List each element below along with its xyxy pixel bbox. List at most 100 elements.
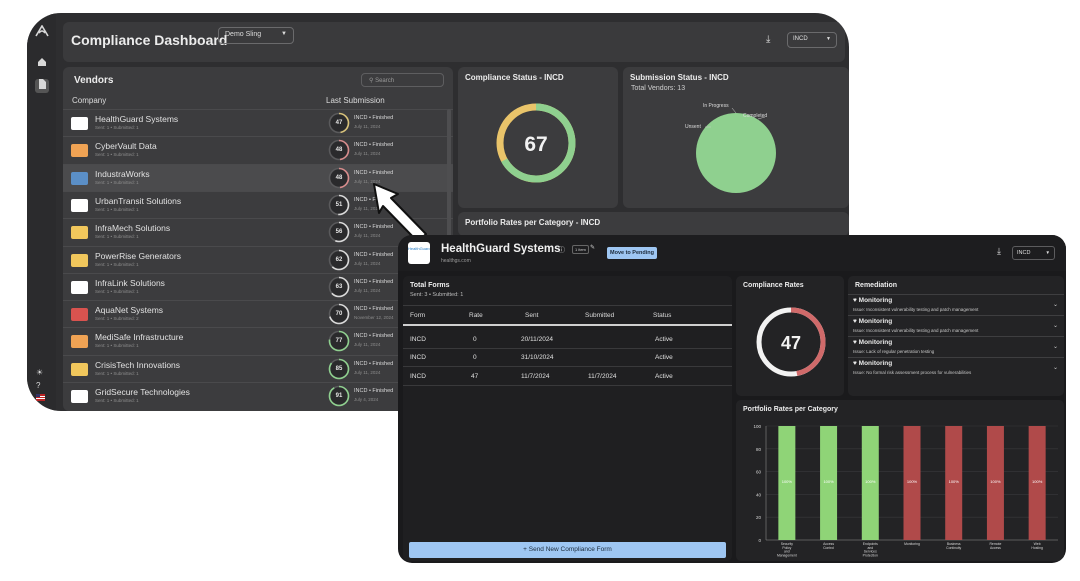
vendor-search-input[interactable]: ⚲ Search <box>361 73 444 87</box>
column-header-submitted: Submitted <box>585 312 615 319</box>
vendor-url[interactable]: healthgs.com <box>441 258 471 264</box>
vendor-row[interactable]: AquaNet Systems Sent: 1 • Submitted: 2 70 I… <box>63 300 453 327</box>
vendor-logo <box>71 308 88 322</box>
vendor-logo <box>71 253 88 267</box>
x-tick-label: Monitoring <box>904 542 920 546</box>
organization-select[interactable]: Demo Sling ▼ <box>218 27 294 44</box>
vendor-row[interactable]: InfraMech Solutions Sent: 1 • Submitted: … <box>63 218 453 245</box>
remediation-item-issue: Issue: Inconsistent vulnerability testin… <box>853 328 979 333</box>
bar-data-label: 100% <box>907 479 918 484</box>
vendor-submission-counts: Sent: 1 • Submitted: 1 <box>95 288 139 294</box>
vendor-row[interactable]: CrisisTech Innovations Sent: 1 • Submitte… <box>63 354 453 382</box>
chevron-down-icon: ▼ <box>826 36 831 42</box>
app-logo-icon[interactable] <box>35 24 49 40</box>
cell-status: Active <box>655 336 673 343</box>
vendor-name: PowerRise Generators <box>95 250 181 261</box>
remediation-item-issue: Issue: Inconsistent vulnerability testin… <box>853 307 979 312</box>
search-placeholder: Search <box>375 78 395 84</box>
dashboard-header: Compliance Dashboard Demo Sling ▼ ⤓ INCD… <box>63 22 845 62</box>
theme-icon[interactable]: ☀ <box>36 368 44 377</box>
form-select-value: INCD <box>793 36 808 42</box>
table-row[interactable]: INCD 47 11/7/2024 11/7/2024 Active <box>403 368 732 386</box>
remediation-item-issue: Issue: No formal risk assessment process… <box>853 370 972 375</box>
vendor-form-status: INCD • Finished <box>354 224 394 231</box>
vendor-score-ring: 70 <box>328 303 350 325</box>
vendor-row[interactable]: HealthGuard Systems Sent: 1 • Submitted: … <box>63 109 453 136</box>
vendor-score: 48 <box>335 147 343 154</box>
vendor-score: 51 <box>335 201 343 208</box>
column-header-form: Form <box>410 312 426 319</box>
vendor-name: MediSafe Infrastructure <box>95 332 184 343</box>
edit-icon[interactable]: ✎ <box>590 245 596 251</box>
remediation-item-title: ♥ Monitoring <box>853 360 893 367</box>
compliance-status-panel: Compliance Status - INCD 67 <box>458 67 618 208</box>
move-to-pending-button[interactable]: Move to Pending <box>607 247 657 259</box>
language-flag-icon[interactable] <box>36 394 45 403</box>
vendor-submission-counts: Sent: 1 • Submitted: 2 <box>95 316 139 322</box>
vendor-row[interactable]: PowerRise Generators Sent: 1 • Submitted:… <box>63 245 453 273</box>
table-row[interactable]: INCD 0 20/11/2024 Active <box>403 331 732 349</box>
vendor-score-ring: 56 <box>328 221 350 243</box>
vendor-row[interactable]: MediSafe Infrastructure Sent: 1 • Submitt… <box>63 327 453 354</box>
pie-leader-line <box>757 116 766 120</box>
vendor-row[interactable]: InfraLink Solutions Sent: 1 • Submitted: … <box>63 272 453 300</box>
vendor-score: 62 <box>335 256 343 263</box>
download-icon[interactable]: ⤓ <box>997 246 1001 256</box>
remediation-item[interactable]: ♥ Monitoring Issue: Inconsistent vulnera… <box>848 315 1064 336</box>
form-select[interactable]: INCD ▼ <box>787 32 837 48</box>
cell-sent: 20/11/2024 <box>521 336 554 343</box>
bar-data-label: 100% <box>949 479 960 484</box>
vendor-submission-date: July 11, 2024 <box>354 342 381 348</box>
vendor-score: 47 <box>335 120 343 126</box>
chevron-down-icon[interactable]: ⌄ <box>1052 365 1058 371</box>
vendor-name: UrbanTransit Solutions <box>95 195 182 206</box>
chevron-down-icon[interactable]: ⌄ <box>1052 302 1058 308</box>
vendor-row[interactable]: UrbanTransit Solutions Sent: 1 • Submitte… <box>63 190 453 218</box>
vendor-logo <box>71 390 88 403</box>
vendor-row[interactable]: GridSecure Technologies Sent: 1 • Submitt… <box>63 382 453 409</box>
remediation-item[interactable]: ♥ Monitoring Issue: No formal risk asses… <box>848 357 1064 378</box>
home-icon[interactable] <box>35 57 49 70</box>
download-icon[interactable]: ⤓ <box>766 34 771 45</box>
chart-bar <box>778 426 796 540</box>
remediation-item[interactable]: ♥ Monitoring Issue: Inconsistent vulnera… <box>848 294 1064 315</box>
portfolio-rates-panel: Portfolio Rates per Category 0 20 40 60 80 10… <box>736 400 1064 561</box>
table-row[interactable]: INCD 0 31/10/2024 Active <box>403 349 732 367</box>
vendor-logo <box>71 144 88 158</box>
page-title: Compliance Dashboard <box>71 32 228 48</box>
vendor-logo <box>71 171 88 185</box>
detail-form-select[interactable]: INCD ▼ <box>1012 246 1055 260</box>
chart-bar <box>1028 426 1046 540</box>
vendor-row[interactable]: IndustraWorks Sent: 1 • Submitted: 1 48 INC… <box>63 163 453 191</box>
send-new-compliance-form-button[interactable]: + Send New Compliance Form <box>409 542 726 558</box>
chevron-down-icon[interactable]: ⌄ <box>1052 344 1058 350</box>
help-icon[interactable]: ? <box>36 381 41 390</box>
vendor-logo <box>71 117 88 130</box>
x-tick-label: Endpoints and Services Protection <box>863 542 878 557</box>
vendor-submission-date: July 11, 2024 <box>354 260 381 266</box>
documents-icon[interactable] <box>35 79 49 93</box>
vendor-score-ring: 51 <box>328 194 350 216</box>
vendor-submission-date: July 11, 2024 <box>354 151 381 157</box>
vendor-name: HealthGuard Systems <box>95 114 179 124</box>
remediation-item[interactable]: ♥ Monitoring Issue: Lack of regular pene… <box>848 336 1064 357</box>
vendor-name: IndustraWorks <box>95 168 150 179</box>
vendor-submission-counts: Sent: 1 • Submitted: 1 <box>95 206 139 212</box>
portfolio-bar-chart: 0 20 40 60 80 100 100% Security Policy and Managem… <box>753 424 1058 557</box>
vendor-name: InfraLink Solutions <box>95 277 165 288</box>
vendor-submission-date: July 4, 2024 <box>354 397 379 402</box>
chart-bar <box>945 426 963 540</box>
info-icon[interactable]: ⓘ <box>558 247 565 254</box>
portfolio-rates-heading-back: Portfolio Rates per Category - INCD <box>465 218 601 227</box>
vendor-logo: HealthGuard <box>408 242 430 264</box>
vendor-detail-window: HealthGuard HealthGuard Systems healthgs… <box>398 235 1066 563</box>
vendor-submission-date: July 11, 2024 <box>354 287 381 293</box>
vendor-form-status: INCD • Finished <box>354 278 394 285</box>
y-tick-label: 100 <box>753 424 761 429</box>
chart-bar <box>861 426 879 540</box>
chevron-down-icon[interactable]: ⌄ <box>1052 323 1058 329</box>
vendor-row[interactable]: CyberVault Data Sent: 1 • Submitted: 1 48 I… <box>63 136 453 163</box>
vendor-logo <box>71 335 88 349</box>
total-forms-panel: Total Forms Sent: 3 • Submitted: 1 Form … <box>403 276 732 561</box>
compliance-rates-heading: Compliance Rates <box>743 282 804 289</box>
